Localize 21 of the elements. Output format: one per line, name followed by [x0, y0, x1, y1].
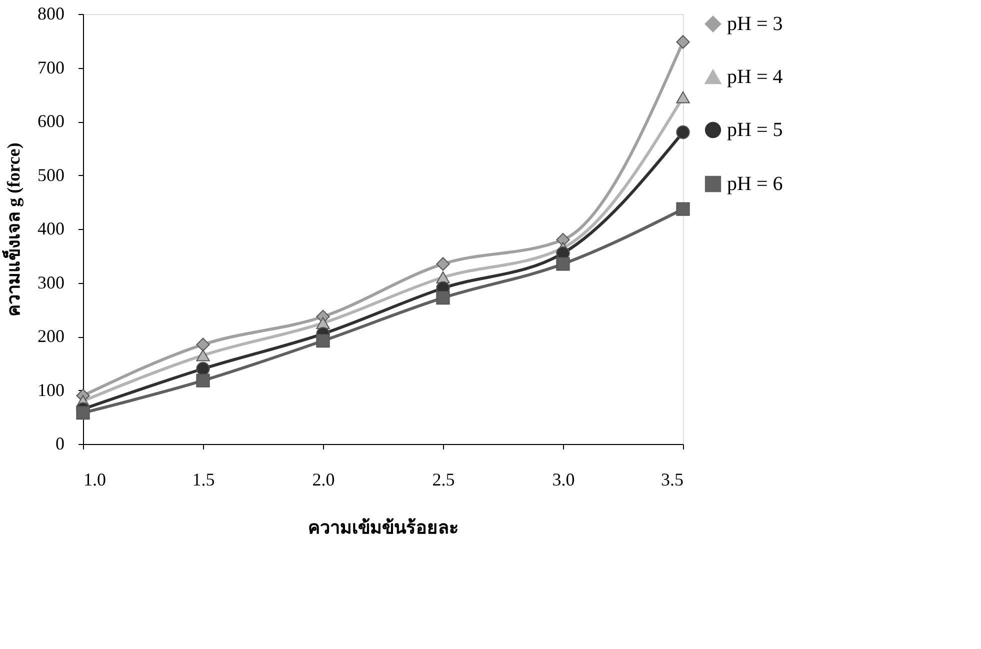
y-tick-label: 300	[38, 272, 64, 292]
y-axis-title: ความแข็งเจล g (force)	[2, 142, 24, 316]
x-tick-label: 3.0	[552, 470, 575, 490]
x-tick-label: 2.5	[432, 470, 455, 490]
x-tick-label: 1.5	[192, 470, 215, 490]
y-tick-label: 400	[38, 218, 64, 238]
legend-label: pH = 4	[727, 66, 783, 88]
y-tick-label: 800	[38, 4, 64, 24]
y-tick-label: 500	[38, 164, 64, 185]
legend-label: pH = 6	[727, 173, 783, 195]
y-tick-label: 700	[38, 57, 64, 78]
legend-label: pH = 5	[727, 119, 783, 141]
x-tick-label: 1.0	[84, 470, 106, 490]
x-tick-label: 3.5	[661, 470, 684, 490]
y-tick-label: 600	[38, 111, 64, 131]
y-tick-label: 200	[38, 326, 64, 346]
y-tick-label: 0	[56, 434, 64, 454]
legend-label: pH = 3	[727, 13, 783, 35]
x-axis-title: ความเข้มข้นร้อยละ	[308, 518, 459, 538]
y-tick-label: 100	[38, 380, 64, 400]
x-tick-label: 2.0	[312, 470, 335, 490]
